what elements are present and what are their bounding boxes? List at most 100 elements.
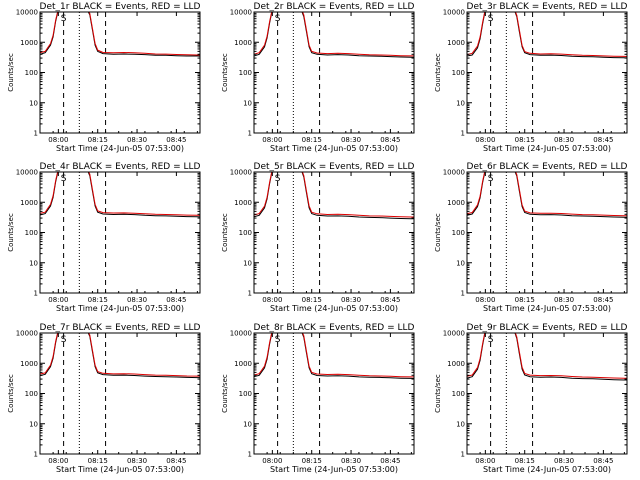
y-axis-label: Counts/sec [434,374,442,413]
y-tick-label: 1 [248,451,252,459]
x-tick-label: 08:45 [380,136,400,144]
y-tick-label: 1000 [447,199,465,207]
y-tick-label: 10000 [443,330,465,338]
y-tick-label: 10 [243,259,252,267]
series-lld [254,172,414,218]
series-lld [467,333,627,379]
y-tick-label: 1 [34,130,38,138]
panel-title: Det_9r BLACK = Events, RED = LLD [467,323,628,333]
y-axis-label: Counts/sec [7,213,15,252]
series-lld [254,12,414,57]
y-tick-label: 100 [452,390,465,398]
y-tick-label: 1000 [234,360,252,368]
y-tick-label: 10 [29,420,38,428]
y-tick-label: 1 [34,451,38,459]
x-axis-label: Start Time (24-Jun-05 07:53:00) [483,144,611,153]
x-tick-label: 08:15 [88,136,108,144]
y-axis-label: Counts/sec [7,53,15,92]
y-axis-label: Counts/sec [7,374,15,413]
series-lld [40,333,200,377]
x-tick-label: 08:00 [475,136,495,144]
marker-label-S: S [61,335,67,345]
panel-title: Det_6r BLACK = Events, RED = LLD [467,162,628,172]
y-tick-label: 10000 [230,9,252,17]
y-axis-label: Counts/sec [221,53,229,92]
x-tick-label: 08:30 [341,296,361,304]
y-tick-label: 1 [461,130,465,138]
x-axis-label: Start Time (24-Jun-05 07:53:00) [56,304,184,313]
y-tick-label: 10 [243,99,252,107]
series-lld [467,12,627,57]
y-axis-label: Counts/sec [221,374,229,413]
x-tick-label: 08:30 [554,136,574,144]
y-tick-label: 10000 [443,169,465,177]
y-tick-label: 1000 [447,39,465,47]
series-events [40,12,200,57]
y-tick-label: 100 [25,69,38,77]
x-tick-label: 08:30 [127,136,147,144]
panel-det-5: Det_5r BLACK = Events, RED = LLD S 1 10 100 1… [221,162,415,313]
y-tick-label: 1000 [234,39,252,47]
x-tick-label: 08:45 [593,457,613,465]
y-tick-label: 1 [461,290,465,298]
panel-det-1: Det_1r BLACK = Events, RED = LLD S 1 10 100 1… [7,2,201,153]
x-tick-label: 08:00 [262,296,282,304]
marker-label-S: S [275,335,281,345]
x-tick-label: 08:30 [554,457,574,465]
x-axis-label: Start Time (24-Jun-05 07:53:00) [270,304,398,313]
panel-det-9: Det_9r BLACK = Events, RED = LLD S 1 10 100 1… [434,323,628,474]
y-tick-label: 1 [461,451,465,459]
series-events [467,12,627,59]
marker-label-S: S [275,14,281,24]
panel-det-2: Det_2r BLACK = Events, RED = LLD S 1 10 100 1… [221,2,415,153]
x-axis-label: Start Time (24-Jun-05 07:53:00) [483,304,611,313]
x-tick-label: 08:15 [302,296,322,304]
x-tick-label: 08:15 [88,457,108,465]
series-events [40,333,200,379]
x-tick-label: 08:00 [475,296,495,304]
x-tick-label: 08:15 [515,457,535,465]
x-tick-label: 08:15 [302,136,322,144]
x-axis-label: Start Time (24-Jun-05 07:53:00) [483,465,611,474]
x-axis-label: Start Time (24-Jun-05 07:53:00) [270,465,398,474]
x-tick-label: 08:00 [262,457,282,465]
x-tick-label: 08:45 [593,296,613,304]
x-tick-label: 08:00 [48,457,68,465]
y-tick-label: 1000 [20,39,38,47]
y-axis-label: Counts/sec [434,53,442,92]
panel-title: Det_5r BLACK = Events, RED = LLD [254,162,415,172]
y-axis-label: Counts/sec [434,213,442,252]
series-events [467,333,627,381]
panel-title: Det_1r BLACK = Events, RED = LLD [40,2,201,12]
y-tick-label: 10 [29,259,38,267]
y-tick-label: 100 [239,69,252,77]
x-axis-label: Start Time (24-Jun-05 07:53:00) [56,465,184,474]
y-tick-label: 10 [29,99,38,107]
y-tick-label: 100 [452,69,465,77]
y-tick-label: 1000 [20,360,38,368]
y-tick-label: 100 [239,390,252,398]
x-tick-label: 08:30 [127,457,147,465]
series-lld [467,172,627,217]
panel-title: Det_3r BLACK = Events, RED = LLD [467,2,628,12]
panel-det-8: Det_8r BLACK = Events, RED = LLD S 1 10 100 1… [221,323,415,474]
marker-label-S: S [488,174,494,184]
x-tick-label: 08:00 [262,136,282,144]
x-tick-label: 08:45 [166,136,186,144]
y-tick-label: 100 [452,229,465,237]
marker-label-S: S [61,14,67,24]
panel-title: Det_4r BLACK = Events, RED = LLD [40,162,201,172]
panel-det-3: Det_3r BLACK = Events, RED = LLD S 1 10 100 1… [434,2,628,153]
y-tick-label: 100 [25,390,38,398]
x-tick-label: 08:15 [88,296,108,304]
y-tick-label: 10 [456,99,465,107]
y-tick-label: 10000 [16,9,38,17]
y-tick-label: 10000 [16,169,38,177]
series-events [254,172,414,220]
y-tick-label: 10000 [16,330,38,338]
y-tick-label: 1000 [447,360,465,368]
x-tick-label: 08:00 [475,457,495,465]
marker-label-S: S [61,174,67,184]
x-axis-label: Start Time (24-Jun-05 07:53:00) [56,144,184,153]
